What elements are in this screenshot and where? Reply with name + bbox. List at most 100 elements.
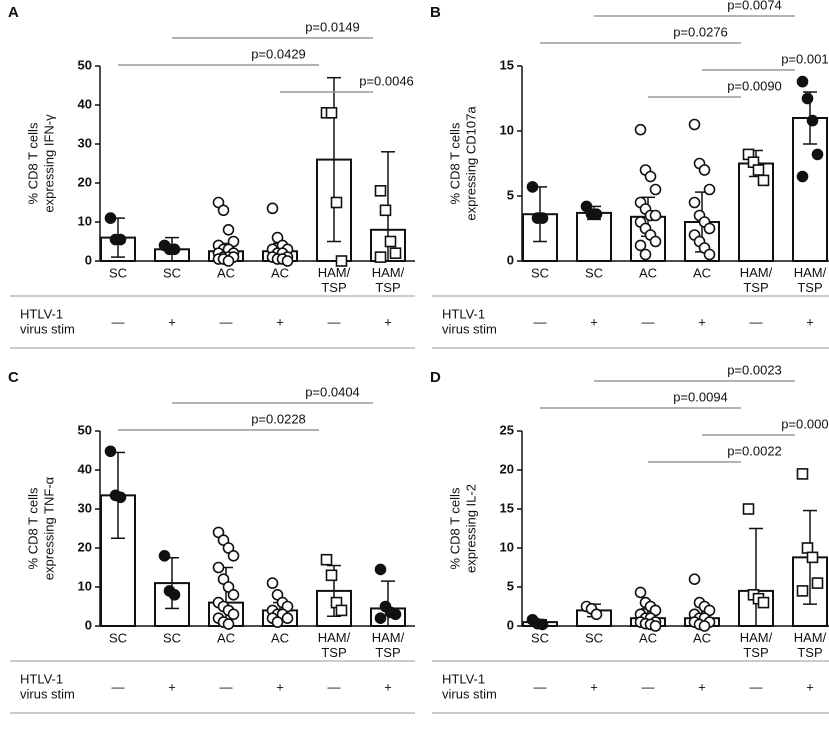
label-line: HAM/ bbox=[794, 630, 827, 645]
data-point bbox=[801, 542, 814, 554]
p-value: p=0.0276 bbox=[673, 24, 728, 39]
data-point bbox=[389, 247, 402, 259]
x-tick-label: AC bbox=[639, 265, 657, 280]
x-tick-label: HAM/TSP bbox=[372, 265, 405, 295]
stim-label: virus stim bbox=[442, 321, 497, 336]
x-tick-label: SC bbox=[531, 265, 549, 280]
y-tick-label: 20 bbox=[78, 539, 92, 554]
x-tick-label: AC bbox=[271, 265, 289, 280]
data-point bbox=[698, 620, 711, 632]
panel-letter: A bbox=[8, 4, 19, 21]
stim-label: HTLV-1 bbox=[20, 671, 63, 686]
error-bar bbox=[749, 527, 763, 627]
data-point bbox=[649, 183, 662, 196]
panel-letter: C bbox=[8, 369, 19, 386]
stim-value: + bbox=[806, 679, 814, 694]
panel: D % CD8 T cells expressing IL-2 0 5 10 15 20 25 S… bbox=[430, 362, 829, 714]
x-tick-label: HAM/TSP bbox=[318, 265, 351, 295]
data-point bbox=[634, 586, 647, 599]
data-point bbox=[389, 608, 402, 621]
stim-label: virus stim bbox=[20, 686, 75, 701]
data-point bbox=[639, 248, 652, 261]
data-point bbox=[703, 248, 716, 261]
label-line: TSP bbox=[797, 645, 822, 660]
p-value: p=0.0015 bbox=[781, 51, 829, 66]
x-tick-label: AC bbox=[693, 265, 711, 280]
bar bbox=[576, 211, 612, 262]
label-line: HAM/ bbox=[318, 630, 351, 645]
data-point bbox=[590, 608, 603, 621]
data-point bbox=[811, 577, 824, 589]
data-point bbox=[811, 148, 824, 161]
data-point bbox=[281, 612, 294, 624]
p-value: p=0.0429 bbox=[251, 46, 306, 61]
data-point bbox=[752, 164, 765, 176]
data-point bbox=[796, 170, 809, 183]
stim-label: virus stim bbox=[442, 686, 497, 701]
data-point bbox=[379, 204, 392, 217]
y-tick-label: 20 bbox=[78, 174, 92, 189]
x-tick-label: AC bbox=[639, 630, 657, 645]
p-value: p=0.0149 bbox=[305, 19, 360, 34]
stim-value: — bbox=[534, 679, 547, 694]
y-tick-label: 15 bbox=[500, 500, 514, 515]
y-tick-label: 10 bbox=[78, 213, 92, 228]
x-tick-label: SC bbox=[109, 265, 127, 280]
data-point bbox=[114, 491, 127, 504]
y-tick-label: 15 bbox=[500, 57, 514, 72]
stim-value: — bbox=[534, 314, 547, 329]
data-point bbox=[688, 196, 701, 209]
label-line: TSP bbox=[375, 280, 400, 295]
stim-value: + bbox=[698, 314, 706, 329]
y-tick-label: 5 bbox=[507, 187, 514, 202]
data-point bbox=[757, 174, 770, 187]
data-point bbox=[374, 563, 387, 576]
y-tick-label: 20 bbox=[500, 461, 514, 476]
x-tick-label: SC bbox=[585, 265, 603, 280]
data-point bbox=[168, 243, 181, 256]
stim-value: — bbox=[220, 314, 233, 329]
x-tick-label: SC bbox=[163, 630, 181, 645]
data-point bbox=[796, 468, 809, 480]
data-point bbox=[536, 212, 549, 224]
data-point bbox=[796, 75, 809, 88]
data-point bbox=[384, 235, 397, 248]
p-value: p=0.0074 bbox=[727, 0, 782, 12]
y-axis-label: % CD8 T cells bbox=[447, 487, 462, 569]
data-point bbox=[104, 445, 117, 458]
stim-value: — bbox=[750, 679, 763, 694]
data-point bbox=[335, 604, 348, 617]
panel: B % CD8 T cells expressing CD107a 0 5 10 15 SC —… bbox=[430, 0, 829, 349]
data-point bbox=[796, 585, 809, 597]
data-point bbox=[227, 589, 240, 601]
stim-value: — bbox=[220, 679, 233, 694]
data-point bbox=[374, 612, 387, 624]
p-value: p=0.0002 bbox=[781, 416, 829, 431]
y-tick-label: 10 bbox=[78, 578, 92, 593]
stim-value: + bbox=[168, 314, 176, 329]
label-line: TSP bbox=[797, 280, 822, 295]
data-point bbox=[806, 114, 819, 127]
data-point bbox=[634, 239, 647, 252]
data-point bbox=[227, 550, 240, 562]
panel-letter: B bbox=[430, 4, 441, 21]
x-tick-label: SC bbox=[109, 630, 127, 645]
data-point bbox=[757, 596, 770, 609]
label-line: HAM/ bbox=[372, 265, 405, 280]
label-line: TSP bbox=[375, 645, 400, 660]
x-tick-label: SC bbox=[585, 630, 603, 645]
data-point bbox=[590, 208, 603, 220]
y-tick-label: 0 bbox=[85, 617, 92, 632]
x-tick-label: HAM/TSP bbox=[740, 630, 773, 660]
panel: A % CD8 T cells expressing IFN-γ 0 10 20 30 40 5… bbox=[8, 4, 415, 349]
y-axis-label: expressing TNF-α bbox=[41, 476, 56, 580]
stim-label: HTLV-1 bbox=[442, 306, 485, 321]
stim-value: — bbox=[642, 314, 655, 329]
error-bar bbox=[327, 76, 341, 243]
data-point bbox=[281, 255, 294, 267]
stim-label: HTLV-1 bbox=[20, 306, 63, 321]
data-point bbox=[168, 589, 181, 601]
y-axis-label: % CD8 T cells bbox=[25, 487, 40, 569]
panel: C % CD8 T cells expressing TNF-α 0 10 20 30 40 5… bbox=[8, 369, 415, 714]
y-tick-label: 40 bbox=[78, 461, 92, 476]
